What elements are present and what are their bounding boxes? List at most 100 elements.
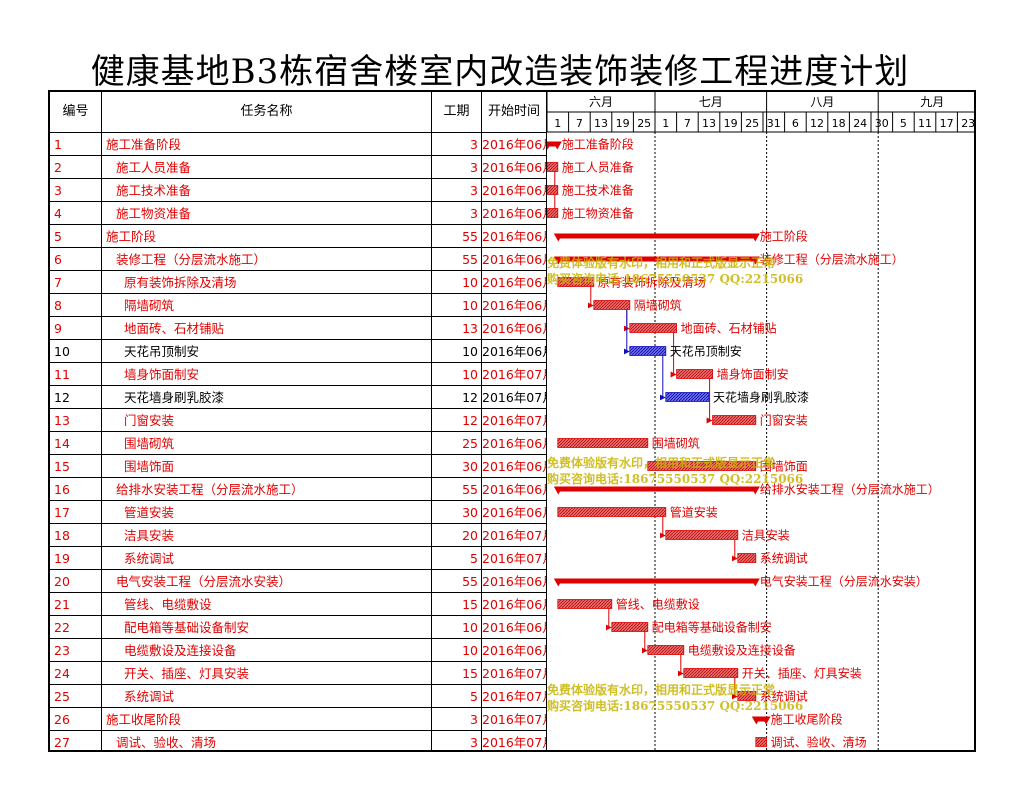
task-bar-label: 地面砖、石材铺贴	[681, 321, 777, 336]
table-row[interactable]: 11墙身饰面制安102016年07月07日	[50, 363, 547, 386]
task-bar[interactable]	[755, 737, 768, 747]
watermark-line-1: 免费体验版有水印，相用和正式版显示正常	[547, 255, 775, 270]
task-name: 地面砖、石材铺贴	[102, 317, 432, 340]
summary-bar[interactable]	[557, 233, 756, 239]
task-bar-label: 系统调试	[760, 689, 808, 704]
day-tick-label: 31	[767, 117, 781, 130]
day-tick-label: 25	[637, 117, 651, 130]
table-row[interactable]: 10天花吊顶制安102016年06月24日	[50, 340, 547, 363]
gantt-chart: 六月 七月 八月 九月1 7 13 19 25 1 7 13 19 25 31 6 12 18 24 30 5 11 17…	[547, 92, 975, 750]
task-bar[interactable]	[647, 461, 757, 471]
task-start: 2016年07月29日	[482, 708, 547, 731]
task-bar[interactable]	[712, 415, 757, 425]
table-row[interactable]: 14围墙砌筑252016年06月04日	[50, 432, 547, 455]
table-row[interactable]: 7原有装饰拆除及清场102016年06月04日	[50, 271, 547, 294]
task-bar[interactable]	[737, 553, 757, 563]
column-header-start[interactable]: 开始时间	[482, 92, 547, 132]
task-bar[interactable]	[629, 346, 667, 356]
table-row[interactable]: 19系统调试52016年07月24日	[50, 547, 547, 570]
summary-bar-start-cap	[553, 486, 563, 495]
summary-bar[interactable]	[557, 486, 756, 492]
task-name: 隔墙砌筑	[102, 294, 432, 317]
task-id: 15	[50, 455, 102, 478]
summary-bar[interactable]	[755, 716, 767, 722]
task-duration: 10	[432, 363, 482, 386]
column-header-duration[interactable]: 工期	[432, 92, 482, 132]
task-id: 25	[50, 685, 102, 708]
task-bar[interactable]	[557, 438, 649, 448]
task-id: 2	[50, 156, 102, 179]
task-duration: 3	[432, 156, 482, 179]
table-row[interactable]: 26施工收尾阶段32016年07月29日	[50, 708, 547, 731]
summary-bar-end-cap	[750, 578, 760, 587]
table-row[interactable]: 13门窗安装122016年07月17日	[50, 409, 547, 432]
column-header-name[interactable]: 任务名称	[102, 92, 432, 132]
day-tick-label: 1	[554, 117, 561, 130]
task-bar[interactable]	[547, 208, 559, 218]
table-row[interactable]: 22配电箱等基础设备制安102016年06月19日	[50, 616, 547, 639]
table-row[interactable]: 17管道安装302016年06月04日	[50, 501, 547, 524]
column-header-id[interactable]: 编号	[50, 92, 102, 132]
task-start: 2016年06月01日	[482, 156, 547, 179]
task-bar[interactable]	[557, 599, 613, 609]
task-start: 2016年06月04日	[482, 593, 547, 616]
table-row[interactable]: 1施工准备阶段32016年06月01日	[50, 133, 547, 156]
watermark-line-2: 购买咨询电话:18675550537 QQ:2215066	[547, 271, 803, 286]
table-row[interactable]: 18洁具安装202016年07月04日	[50, 524, 547, 547]
summary-bar[interactable]	[547, 141, 558, 147]
task-bar[interactable]	[683, 668, 739, 678]
task-bar[interactable]	[647, 645, 685, 655]
day-tick-label: 24	[853, 117, 867, 130]
table-row[interactable]: 2施工人员准备32016年06月01日	[50, 156, 547, 179]
task-bar-label: 隔墙砌筑	[634, 298, 682, 313]
task-bar[interactable]	[557, 277, 595, 287]
task-bar[interactable]	[665, 392, 710, 402]
task-name: 系统调试	[102, 685, 432, 708]
watermark-line-2: 购买咨询电话:18675550537 QQ:2215066	[547, 471, 803, 486]
task-duration: 3	[432, 133, 482, 156]
table-row[interactable]: 4施工物资准备32016年06月01日	[50, 202, 547, 225]
day-tick-label: 19	[616, 117, 630, 130]
task-bar-label: 施工阶段	[760, 229, 808, 244]
task-id: 14	[50, 432, 102, 455]
task-bar[interactable]	[676, 369, 714, 379]
table-row[interactable]: 3施工技术准备32016年06月01日	[50, 179, 547, 202]
task-bar[interactable]	[665, 530, 739, 540]
summary-bar[interactable]	[557, 578, 756, 584]
task-id: 26	[50, 708, 102, 731]
task-duration: 12	[432, 409, 482, 432]
table-row[interactable]: 12天花墙身刷乳胶漆122016年07月04日	[50, 386, 547, 409]
task-start: 2016年06月29日	[482, 455, 547, 478]
task-start: 2016年06月01日	[482, 179, 547, 202]
table-row[interactable]: 15围墙饰面302016年06月29日	[50, 455, 547, 478]
task-bar[interactable]	[629, 323, 678, 333]
task-id: 10	[50, 340, 102, 363]
task-bar-label: 施工准备阶段	[562, 137, 634, 152]
month-label: 六月	[589, 95, 613, 109]
table-row[interactable]: 25系统调试52016年07月24日	[50, 685, 547, 708]
task-bar[interactable]	[557, 507, 667, 517]
task-bar[interactable]	[547, 185, 559, 195]
task-name: 装修工程（分层流水施工）	[102, 248, 432, 271]
table-row[interactable]: 23电缆敷设及连接设备102016年06月29日	[50, 639, 547, 662]
task-name: 电气安装工程（分层流水安装）	[102, 570, 432, 593]
task-id: 27	[50, 731, 102, 750]
day-tick-label: 7	[684, 117, 691, 130]
summary-bar[interactable]	[557, 256, 756, 262]
task-bar[interactable]	[593, 300, 631, 310]
task-start: 2016年06月04日	[482, 248, 547, 271]
table-row[interactable]: 5施工阶段552016年06月04日	[50, 225, 547, 248]
task-bar[interactable]	[547, 162, 559, 172]
day-tick-label: 23	[961, 117, 975, 130]
table-row[interactable]: 8隔墙砌筑102016年06月14日	[50, 294, 547, 317]
task-bar[interactable]	[611, 622, 649, 632]
dependency-link	[659, 355, 666, 401]
task-bar[interactable]	[737, 691, 757, 701]
